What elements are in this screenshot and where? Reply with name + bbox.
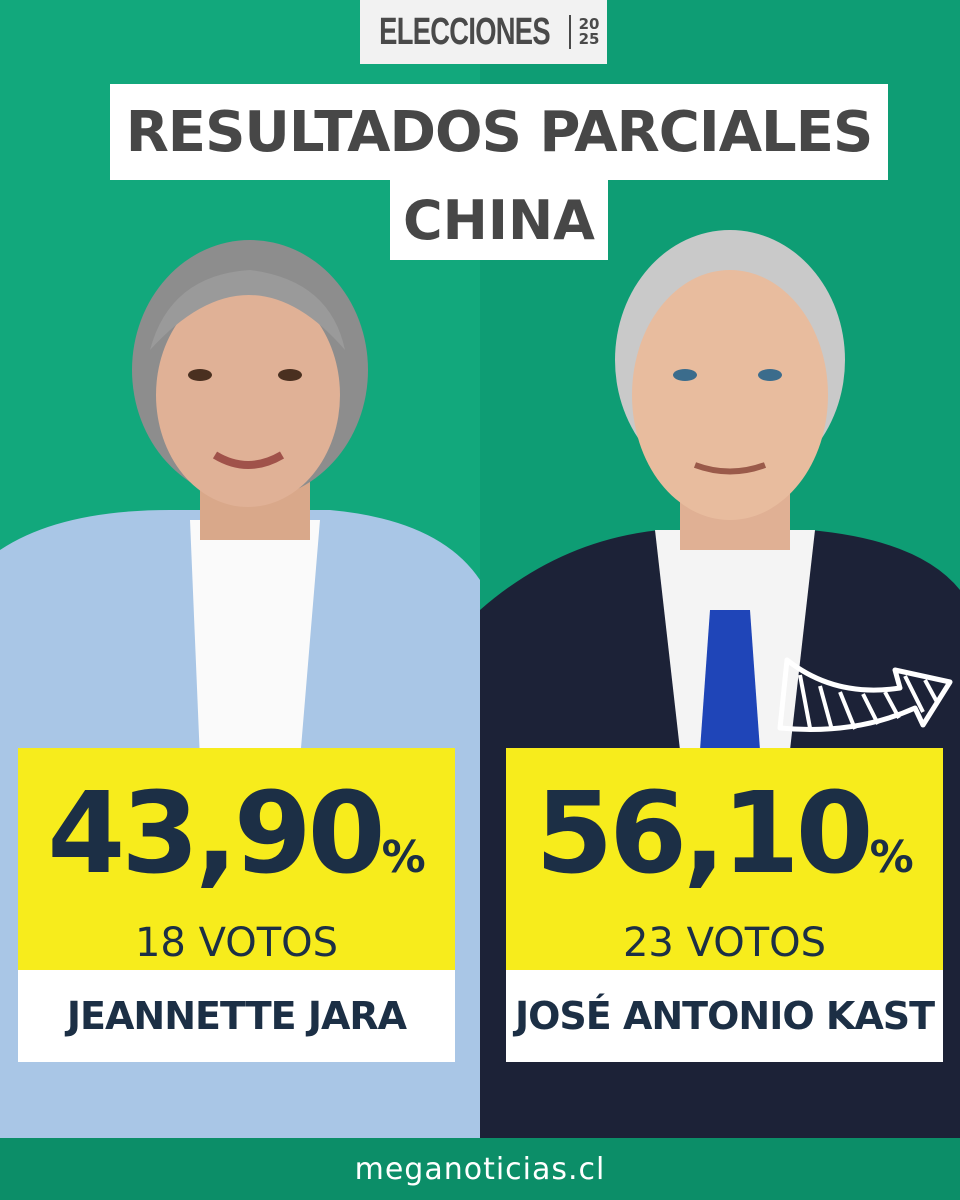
site-url: meganoticias.cl xyxy=(354,1151,606,1187)
footer-site: meganoticias.cl xyxy=(0,1138,960,1200)
candidate-name: JOSÉ ANTONIO KAST xyxy=(506,970,943,1062)
result-box: 56,10% 23 VOTOS xyxy=(506,748,943,970)
percent-value: 43,90% xyxy=(47,769,426,899)
vote-count: 23 VOTOS xyxy=(622,920,827,966)
candidate-card-jara: 43,90% 18 VOTOS JEANNETTE JARA xyxy=(18,748,455,1062)
elecciones-2025-logo: ELECCIONES 20 25 xyxy=(360,0,607,64)
logo-year: 20 25 xyxy=(578,15,600,48)
page-subtitle: CHINA xyxy=(390,180,608,260)
percent-value: 56,10% xyxy=(535,769,914,899)
logo-word: ELECCIONES xyxy=(378,10,550,53)
result-box: 43,90% 18 VOTOS xyxy=(18,748,455,970)
candidate-name: JEANNETTE JARA xyxy=(18,970,455,1062)
trend-up-arrow-icon xyxy=(777,657,953,732)
vote-count: 18 VOTOS xyxy=(134,920,339,966)
page-title: RESULTADOS PARCIALES xyxy=(110,84,888,180)
logo-divider xyxy=(568,15,571,49)
candidate-card-kast: 56,10% 23 VOTOS JOSÉ ANTONIO KAST xyxy=(506,748,943,1062)
